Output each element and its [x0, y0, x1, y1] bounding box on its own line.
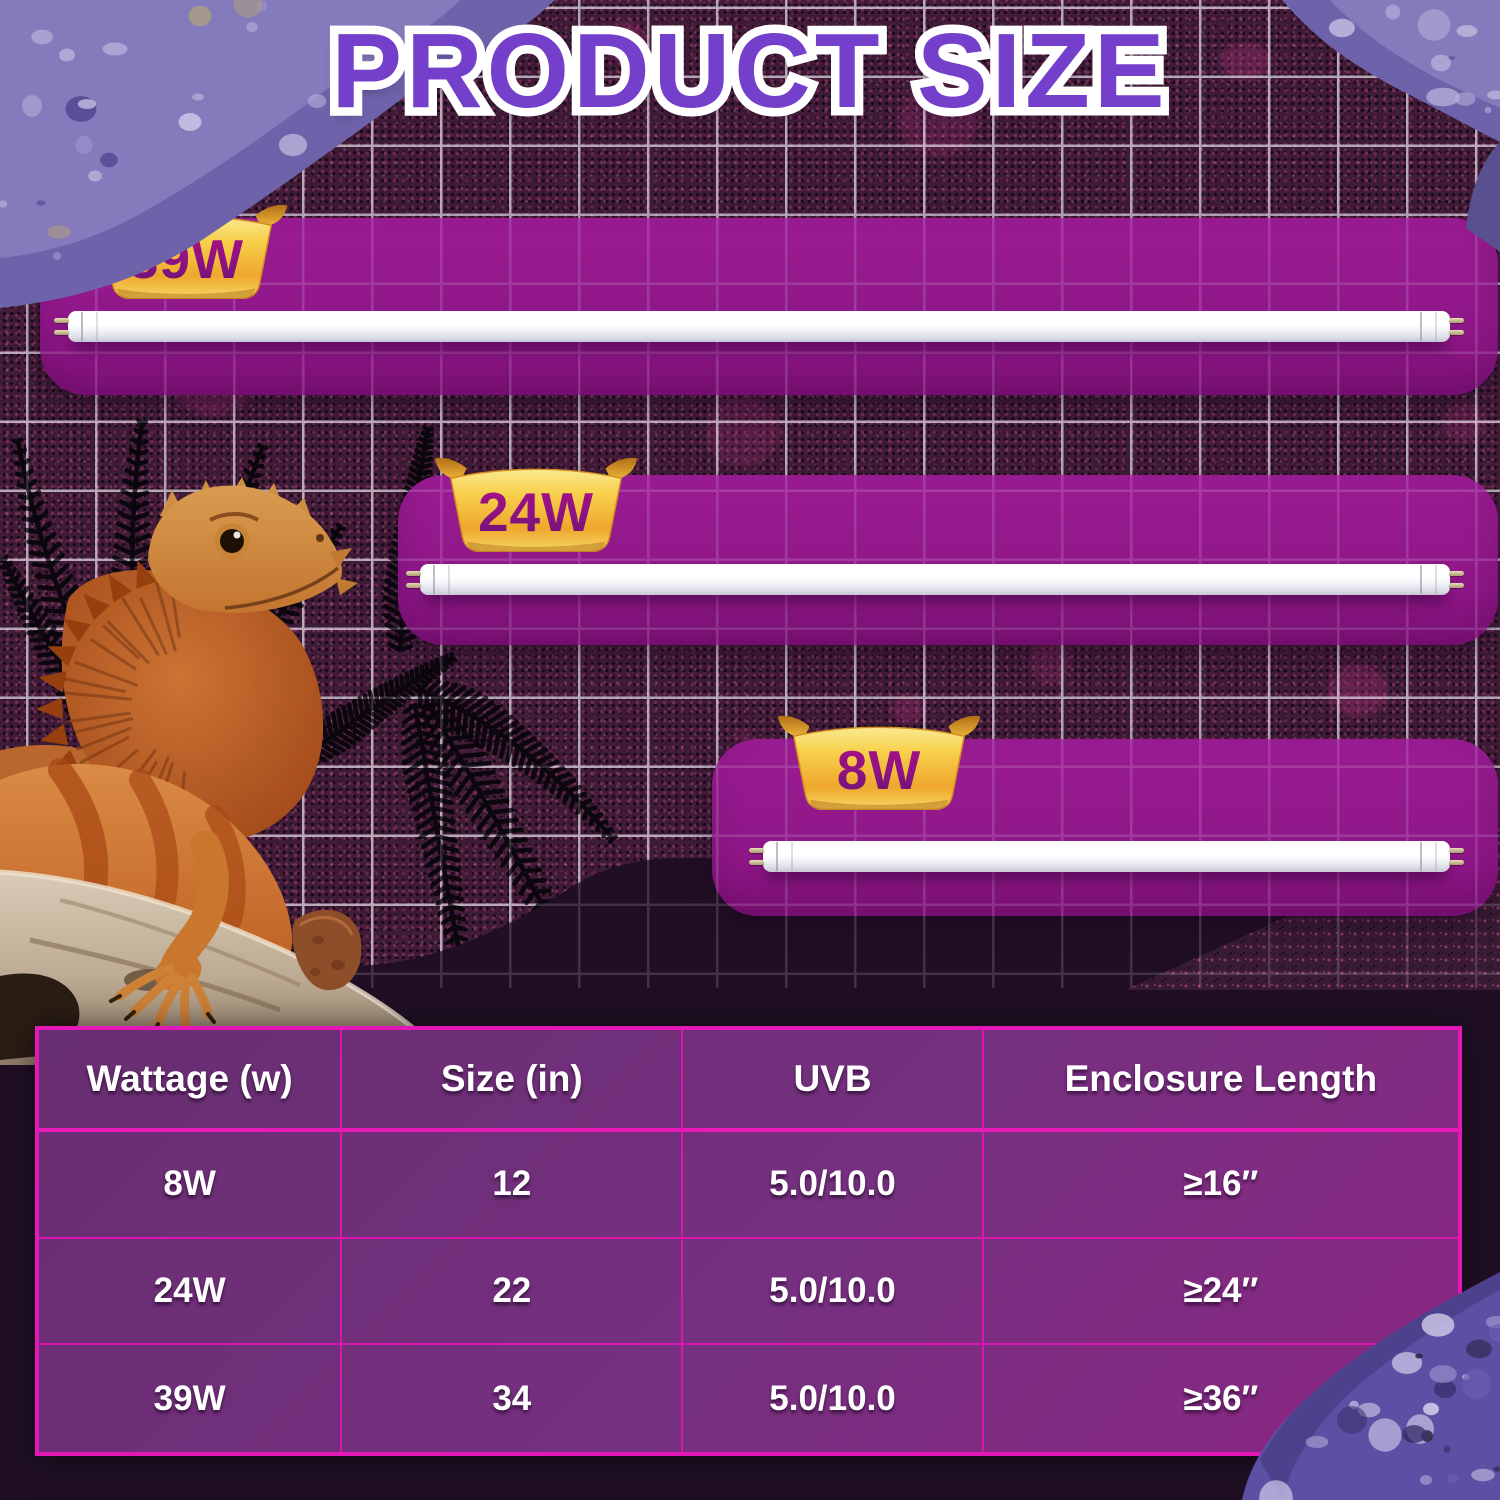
tube-pin: [1449, 583, 1464, 588]
tube-pin: [54, 330, 69, 335]
cell-uvb: 5.0/10.0: [683, 1238, 984, 1346]
cell-uvb: 5.0/10.0: [683, 1132, 984, 1239]
tube-pin: [1449, 860, 1464, 865]
tube-end-cap: [1420, 565, 1437, 594]
cell-wattage: 8W: [39, 1132, 343, 1239]
cell-enclosure: ≥16″: [983, 1132, 1458, 1239]
cell-enclosure: ≥24″: [983, 1239, 1458, 1346]
tube-end-cap: [1420, 312, 1437, 341]
tube-pin: [406, 571, 421, 576]
cell-uvb: 5.0/10.0: [683, 1345, 984, 1452]
tube-end-cap: [81, 312, 98, 341]
col-header-enclosure: Enclosure Length: [983, 1030, 1458, 1132]
fluorescent-tube-8w: [749, 841, 1464, 872]
fluorescent-tube-24w: [406, 564, 1464, 595]
tube-pin: [1449, 848, 1464, 853]
bearded-dragon-photo: [0, 477, 420, 1065]
cell-wattage: 39W: [39, 1345, 343, 1452]
col-header-uvb: UVB: [683, 1030, 984, 1132]
tube-pin: [1449, 330, 1464, 335]
cell-size: 12: [342, 1132, 684, 1239]
tube-pin: [749, 860, 764, 865]
tube-pin: [1449, 571, 1464, 576]
wattage-badge-8w: 8W: [770, 714, 988, 810]
cell-enclosure: ≥36″: [1183, 1378, 1259, 1418]
wattage-badge-24w: 24W: [427, 456, 645, 552]
panel-39w: [40, 218, 1498, 395]
tube-pin: [406, 583, 421, 588]
tube-end-cap: [1420, 842, 1437, 871]
tube-pin: [1449, 318, 1464, 323]
tube-pin: [749, 848, 764, 853]
badge-label: 24W: [427, 480, 645, 544]
cell-size: 34: [342, 1345, 684, 1452]
tube-pin: [54, 318, 69, 323]
cell-size: 22: [342, 1238, 684, 1346]
fluorescent-tube-39w: [54, 311, 1464, 342]
cell-wattage: 24W: [39, 1238, 343, 1346]
gold-ribbon-icon: [434, 457, 638, 552]
col-header-wattage: Wattage (w): [39, 1030, 343, 1132]
badge-label: 8W: [770, 738, 988, 802]
col-header-size: Size (in): [342, 1030, 684, 1132]
tube-end-cap: [776, 842, 793, 871]
gold-ribbon-icon: [777, 715, 981, 810]
spec-table: Wattage (w) Size (in) UVB Enclosure Leng…: [35, 1026, 1462, 1456]
tube-end-cap: [433, 565, 450, 594]
